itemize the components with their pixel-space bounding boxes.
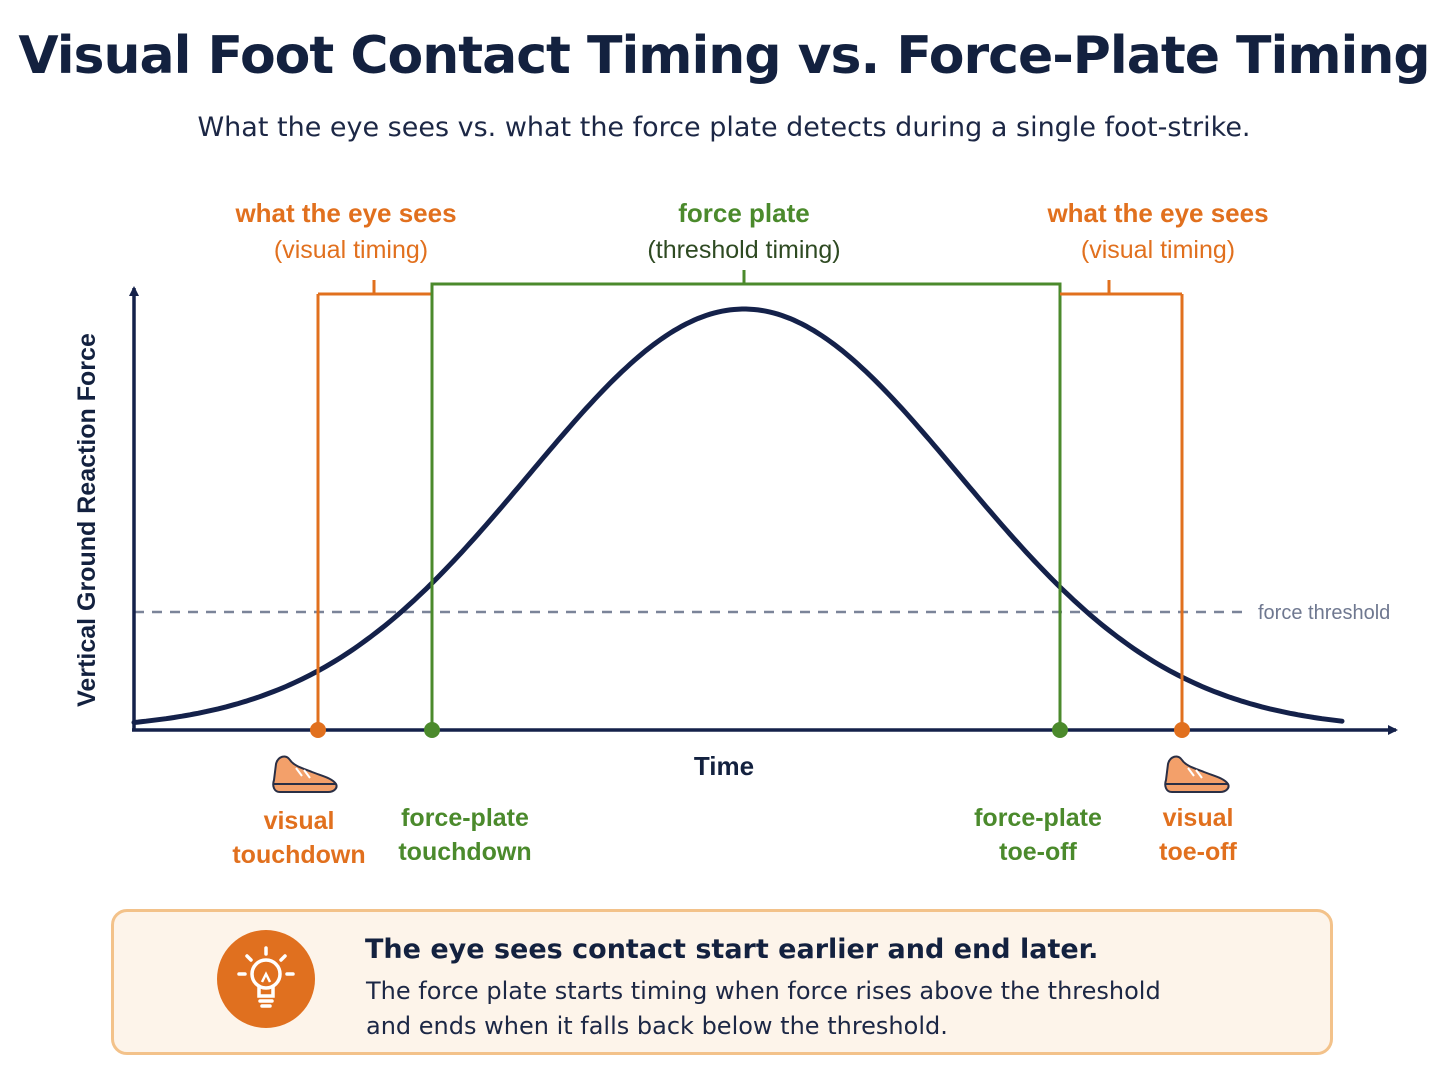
visual-touchdown-dot [310,722,326,738]
force-plate-label: force plate [678,198,810,228]
force-plate-sublabel: (threshold timing) [647,236,840,264]
force-threshold-label: force threshold [1258,602,1390,624]
y-axis-label: Vertical Ground Reaction Force [73,333,101,707]
lightbulb-icon [217,930,315,1028]
force-toeoff-label-2: toe-off [999,838,1077,866]
visual-touchdown-label: visual [264,807,335,835]
shoe-icon [272,755,338,793]
callout-line-1: The force plate starts timing when force… [366,977,1161,1005]
visual-touchdown-label-2: touchdown [232,841,365,869]
force-plate-bracket [430,270,1062,300]
force-toeoff-dot [1052,722,1068,738]
shoe-icon [1164,755,1230,793]
page-title: Visual Foot Contact Timing vs. Force-Pla… [18,26,1430,86]
visual-toeoff-label: visual [1163,804,1234,832]
force-touchdown-dot [424,722,440,738]
visual-left-bracket [318,280,432,296]
callout-box: The eye sees contact start earlier and e… [111,909,1333,1055]
visual-toeoff-label-2: toe-off [1159,838,1237,866]
force-touchdown-label-2: touchdown [398,838,531,866]
visual-left-sublabel: (visual timing) [274,236,428,264]
force-curve [131,306,1345,725]
callout-line-2: and ends when it falls back below the th… [366,1012,948,1040]
force-touchdown-label: force-plate [401,804,529,832]
callout-text: The force plate starts timing when force… [366,974,1266,1044]
visual-toeoff-dot [1174,722,1190,738]
callout-title: The eye sees contact start earlier and e… [365,934,1099,965]
x-axis-label: Time [694,751,754,781]
visual-right-bracket [1060,280,1182,296]
visual-right-sublabel: (visual timing) [1081,236,1235,264]
force-toeoff-label: force-plate [974,804,1102,832]
visual-right-label: what the eye sees [1046,198,1268,228]
visual-left-label: what the eye sees [234,198,456,228]
contact-timing-diagram: force threshold Vertical Ground Reaction… [73,198,1398,869]
page-subtitle: What the eye sees vs. what the force pla… [197,112,1251,143]
